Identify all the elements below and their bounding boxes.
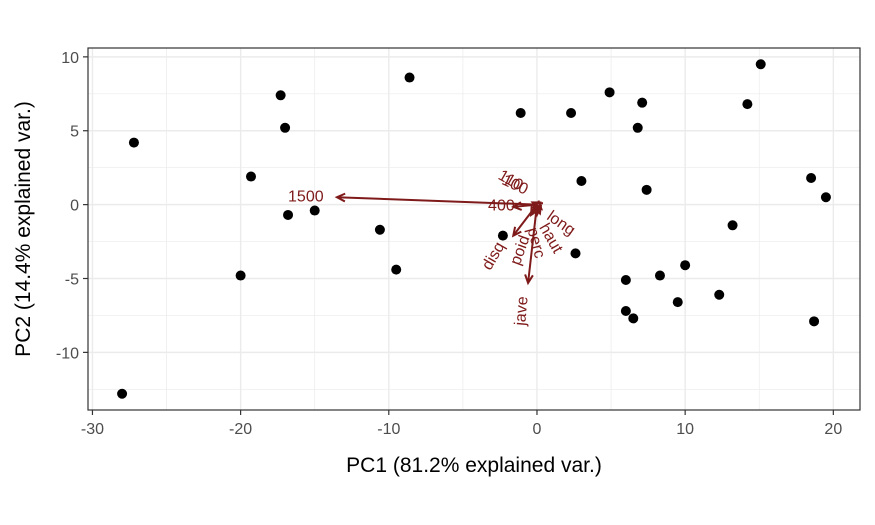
data-point	[275, 90, 286, 101]
score-points	[117, 59, 831, 399]
y-tick-label: 10	[61, 50, 79, 67]
data-point	[809, 316, 820, 327]
loading-arrow-disq	[512, 204, 538, 237]
data-point	[714, 289, 725, 300]
loading-arrow-400	[513, 203, 538, 208]
data-point	[374, 224, 385, 235]
arrow-label-1500: 1500	[288, 188, 324, 205]
data-point	[117, 388, 128, 399]
data-point	[620, 306, 631, 317]
data-point	[515, 108, 526, 119]
loading-arrow-jave	[527, 204, 538, 284]
x-axis-title: PC1 (81.2% explained var.)	[346, 454, 602, 477]
data-point	[570, 248, 581, 259]
x-tick-label: 10	[676, 421, 694, 438]
data-point	[497, 230, 508, 241]
arrowhead-disq	[511, 226, 522, 238]
data-point	[680, 260, 691, 271]
grid-layer	[88, 48, 860, 410]
y-tick-label: 5	[70, 124, 79, 141]
data-point	[672, 297, 683, 308]
y-axis-title: PC2 (14.4% explained var.)	[12, 101, 35, 357]
arrow-label-400: 400	[488, 197, 515, 214]
data-point	[566, 108, 577, 119]
data-point	[576, 175, 587, 186]
loading-arrow-1500	[336, 196, 538, 206]
data-point	[604, 87, 615, 98]
data-point	[309, 205, 320, 216]
data-point	[280, 122, 291, 133]
data-point	[637, 97, 648, 108]
arrow-label-jave: jave	[512, 296, 532, 328]
x-tick-label: -10	[377, 421, 400, 438]
data-point	[128, 137, 139, 148]
data-point	[620, 274, 631, 285]
arrowhead-400	[510, 201, 523, 211]
y-tick-label: -5	[65, 271, 79, 288]
axis-ticks: -30 -20 -10 0 10 20 -10 -5 0 5 10	[56, 50, 842, 438]
y-tick-label: -10	[56, 345, 79, 362]
x-tick-label: 0	[533, 421, 542, 438]
x-tick-label: 20	[824, 421, 842, 438]
data-point	[654, 270, 665, 281]
data-point	[806, 173, 817, 184]
arrowhead-1500	[334, 192, 346, 203]
data-point	[755, 59, 766, 70]
data-point	[628, 313, 639, 324]
panel-border	[87, 47, 861, 411]
data-point	[727, 220, 738, 231]
data-point	[404, 72, 415, 83]
data-point	[632, 122, 643, 133]
data-point	[283, 209, 294, 220]
arrow-label-disq: disq	[479, 239, 508, 273]
data-point	[820, 192, 831, 203]
data-point	[235, 270, 246, 281]
data-point	[742, 99, 753, 110]
y-tick-label: 0	[70, 198, 79, 215]
arrowhead-jave	[524, 274, 534, 286]
data-point	[245, 171, 256, 182]
x-tick-label: -30	[81, 421, 104, 438]
data-point	[391, 264, 402, 275]
x-tick-label: -20	[229, 421, 252, 438]
data-point	[641, 184, 652, 195]
